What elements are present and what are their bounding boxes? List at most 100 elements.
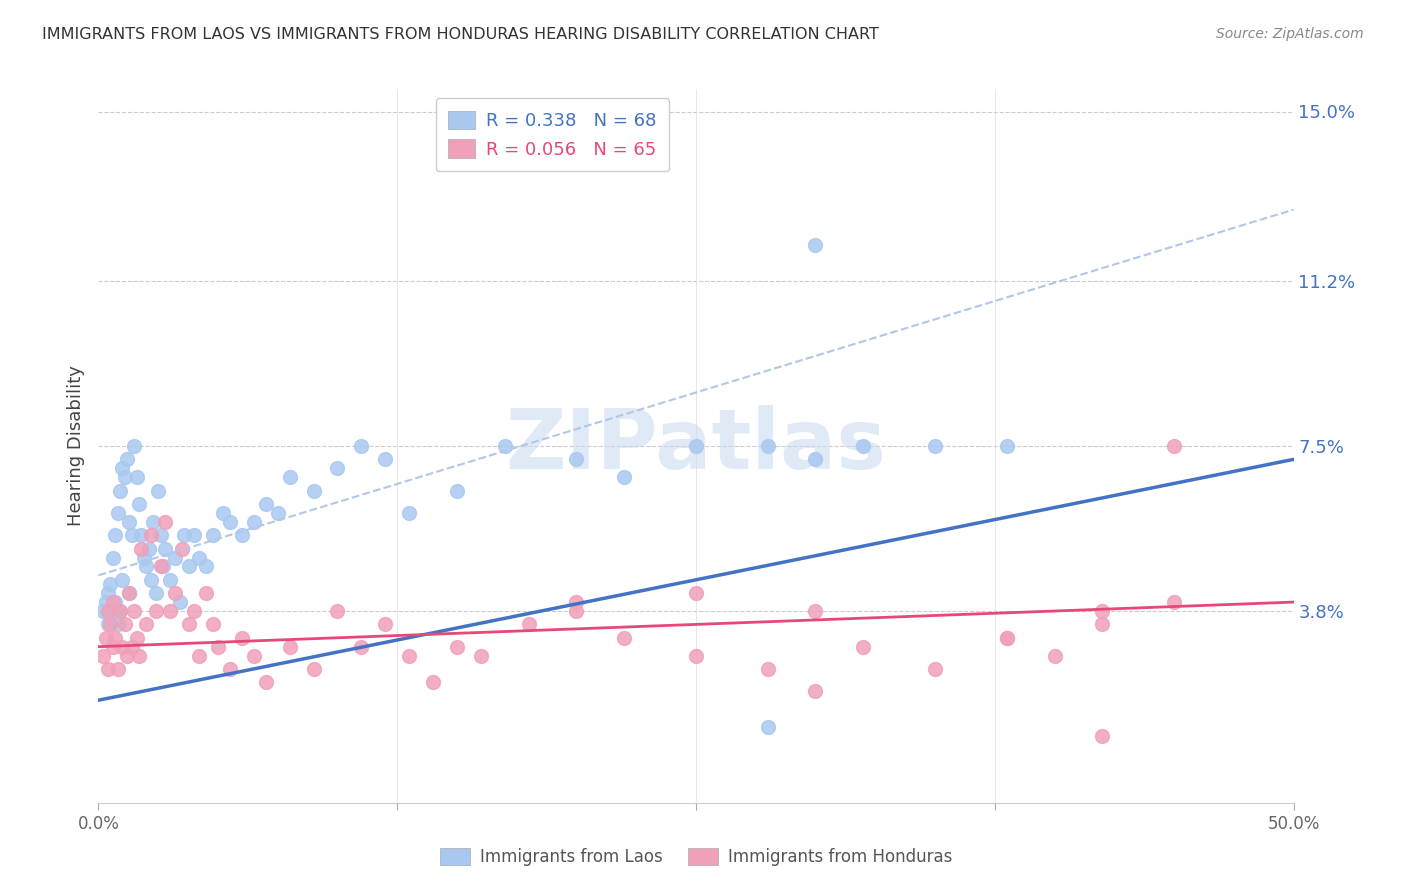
Point bbox=[145, 604, 167, 618]
Point bbox=[128, 497, 150, 511]
Point bbox=[152, 559, 174, 574]
Point bbox=[1163, 595, 1185, 609]
Point bbox=[115, 648, 138, 663]
Point bbox=[101, 604, 124, 618]
Point bbox=[804, 452, 827, 467]
Point bbox=[804, 684, 827, 698]
Point bbox=[101, 550, 124, 565]
Point bbox=[145, 586, 167, 600]
Point bbox=[254, 497, 277, 511]
Point bbox=[149, 559, 172, 574]
Point bbox=[98, 613, 122, 627]
Point bbox=[565, 595, 588, 609]
Point bbox=[565, 604, 588, 618]
Point bbox=[446, 640, 468, 654]
Text: ZIPatlas: ZIPatlas bbox=[506, 406, 886, 486]
Point bbox=[446, 483, 468, 498]
Point bbox=[202, 528, 225, 542]
Point bbox=[159, 573, 181, 587]
Point bbox=[685, 648, 707, 663]
Text: Source: ZipAtlas.com: Source: ZipAtlas.com bbox=[1216, 27, 1364, 41]
Point bbox=[115, 452, 138, 467]
Point bbox=[124, 604, 146, 618]
Point bbox=[278, 470, 301, 484]
Point bbox=[131, 528, 153, 542]
Point bbox=[1091, 604, 1114, 618]
Point bbox=[565, 452, 588, 467]
Point bbox=[207, 640, 229, 654]
Point bbox=[924, 662, 946, 676]
Point bbox=[211, 506, 233, 520]
Legend: Immigrants from Laos, Immigrants from Honduras: Immigrants from Laos, Immigrants from Ho… bbox=[433, 841, 959, 873]
Point bbox=[97, 662, 120, 676]
Point bbox=[231, 528, 253, 542]
Point bbox=[125, 631, 148, 645]
Point bbox=[163, 550, 186, 565]
Point bbox=[111, 640, 134, 654]
Point bbox=[398, 506, 420, 520]
Point bbox=[1043, 648, 1066, 663]
Point bbox=[422, 675, 444, 690]
Point bbox=[118, 586, 141, 600]
Point bbox=[108, 483, 131, 498]
Point bbox=[155, 515, 177, 529]
Point bbox=[148, 483, 170, 498]
Point bbox=[173, 528, 195, 542]
Point bbox=[613, 631, 636, 645]
Point bbox=[995, 631, 1018, 645]
Point bbox=[194, 586, 217, 600]
Point bbox=[302, 662, 325, 676]
Point bbox=[183, 604, 205, 618]
Point bbox=[194, 559, 217, 574]
Point bbox=[163, 586, 186, 600]
Point bbox=[142, 515, 165, 529]
Point bbox=[124, 439, 146, 453]
Point bbox=[121, 528, 143, 542]
Point bbox=[139, 573, 162, 587]
Point bbox=[111, 573, 134, 587]
Point bbox=[107, 617, 129, 632]
Point bbox=[135, 559, 157, 574]
Point bbox=[924, 439, 946, 453]
Point bbox=[169, 595, 191, 609]
Point bbox=[756, 439, 779, 453]
Point bbox=[101, 640, 124, 654]
Point bbox=[1091, 729, 1114, 743]
Point bbox=[187, 648, 209, 663]
Point bbox=[302, 483, 325, 498]
Point bbox=[114, 470, 136, 484]
Point bbox=[179, 559, 201, 574]
Point bbox=[114, 617, 136, 632]
Point bbox=[108, 604, 131, 618]
Point bbox=[326, 604, 349, 618]
Point bbox=[804, 238, 827, 252]
Point bbox=[128, 648, 150, 663]
Point bbox=[172, 541, 194, 556]
Point bbox=[243, 648, 266, 663]
Point bbox=[219, 515, 242, 529]
Point bbox=[91, 648, 114, 663]
Point bbox=[118, 586, 141, 600]
Point bbox=[155, 541, 177, 556]
Point bbox=[104, 631, 127, 645]
Point bbox=[135, 617, 157, 632]
Point bbox=[995, 631, 1018, 645]
Point bbox=[685, 586, 707, 600]
Point bbox=[995, 439, 1018, 453]
Point bbox=[98, 617, 122, 632]
Point bbox=[517, 617, 540, 632]
Point bbox=[111, 461, 134, 475]
Point bbox=[131, 541, 153, 556]
Point bbox=[350, 439, 373, 453]
Point bbox=[98, 577, 122, 591]
Point bbox=[852, 439, 875, 453]
Point bbox=[101, 595, 124, 609]
Point bbox=[278, 640, 301, 654]
Point bbox=[470, 648, 492, 663]
Point bbox=[132, 550, 155, 565]
Point bbox=[183, 528, 205, 542]
Point bbox=[159, 604, 181, 618]
Point bbox=[756, 662, 779, 676]
Point bbox=[804, 604, 827, 618]
Point bbox=[94, 595, 117, 609]
